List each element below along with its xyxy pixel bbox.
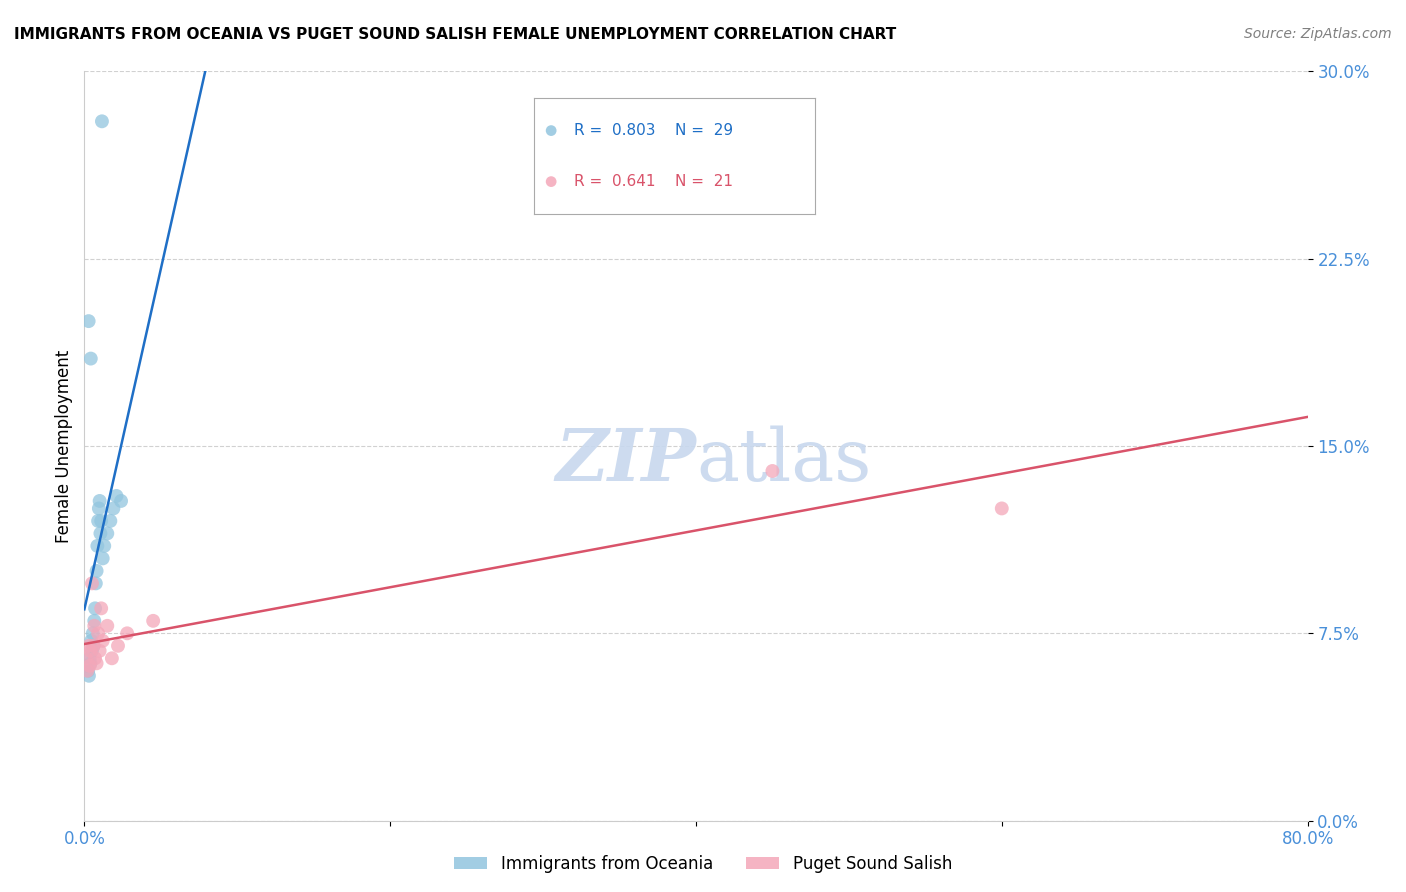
Point	[89, 526, 111, 541]
Point	[84, 601, 107, 615]
Point	[83, 639, 105, 653]
Point	[77, 314, 100, 328]
Point	[79, 657, 101, 671]
Point	[89, 644, 111, 658]
Point	[89, 494, 111, 508]
Point	[77, 639, 100, 653]
Point	[76, 664, 98, 678]
Text: ZIP: ZIP	[555, 425, 696, 497]
Point	[79, 651, 101, 665]
Point	[87, 514, 110, 528]
Point	[110, 494, 132, 508]
Point	[98, 514, 121, 528]
Point	[87, 626, 110, 640]
Text: IMMIGRANTS FROM OCEANIA VS PUGET SOUND SALISH FEMALE UNEMPLOYMENT CORRELATION CH: IMMIGRANTS FROM OCEANIA VS PUGET SOUND S…	[14, 27, 896, 42]
Point	[91, 551, 114, 566]
Point	[115, 626, 138, 640]
Point	[86, 539, 108, 553]
Point	[91, 633, 114, 648]
Point	[540, 123, 562, 137]
Point	[991, 501, 1014, 516]
Point	[82, 626, 104, 640]
Point	[86, 564, 108, 578]
Point	[540, 175, 562, 189]
Point	[75, 651, 97, 665]
Legend: Immigrants from Oceania, Puget Sound Salish: Immigrants from Oceania, Puget Sound Sal…	[447, 848, 959, 880]
Point	[90, 514, 112, 528]
Point	[142, 614, 165, 628]
Point	[103, 501, 125, 516]
Point	[761, 464, 783, 478]
Point	[84, 576, 107, 591]
Point	[80, 633, 103, 648]
Point	[77, 664, 100, 678]
Text: Source: ZipAtlas.com: Source: ZipAtlas.com	[1244, 27, 1392, 41]
Point	[83, 639, 105, 653]
Point	[79, 644, 101, 658]
Point	[83, 614, 105, 628]
Point	[83, 619, 105, 633]
Point	[90, 601, 112, 615]
Point	[80, 351, 103, 366]
Point	[96, 526, 118, 541]
Point	[87, 501, 110, 516]
Point	[76, 658, 98, 673]
Point	[105, 489, 128, 503]
Point	[93, 539, 115, 553]
Text: R =  0.803    N =  29: R = 0.803 N = 29	[574, 123, 733, 138]
Point	[77, 669, 100, 683]
Y-axis label: Female Unemployment: Female Unemployment	[55, 350, 73, 542]
Point	[86, 657, 108, 671]
Text: atlas: atlas	[696, 425, 872, 496]
Point	[80, 644, 103, 658]
Point	[80, 576, 103, 591]
Point	[101, 651, 124, 665]
Point	[91, 114, 114, 128]
Text: R =  0.641    N =  21: R = 0.641 N = 21	[574, 174, 733, 189]
Point	[84, 651, 107, 665]
Point	[107, 639, 129, 653]
Point	[96, 619, 118, 633]
Point	[79, 658, 101, 673]
